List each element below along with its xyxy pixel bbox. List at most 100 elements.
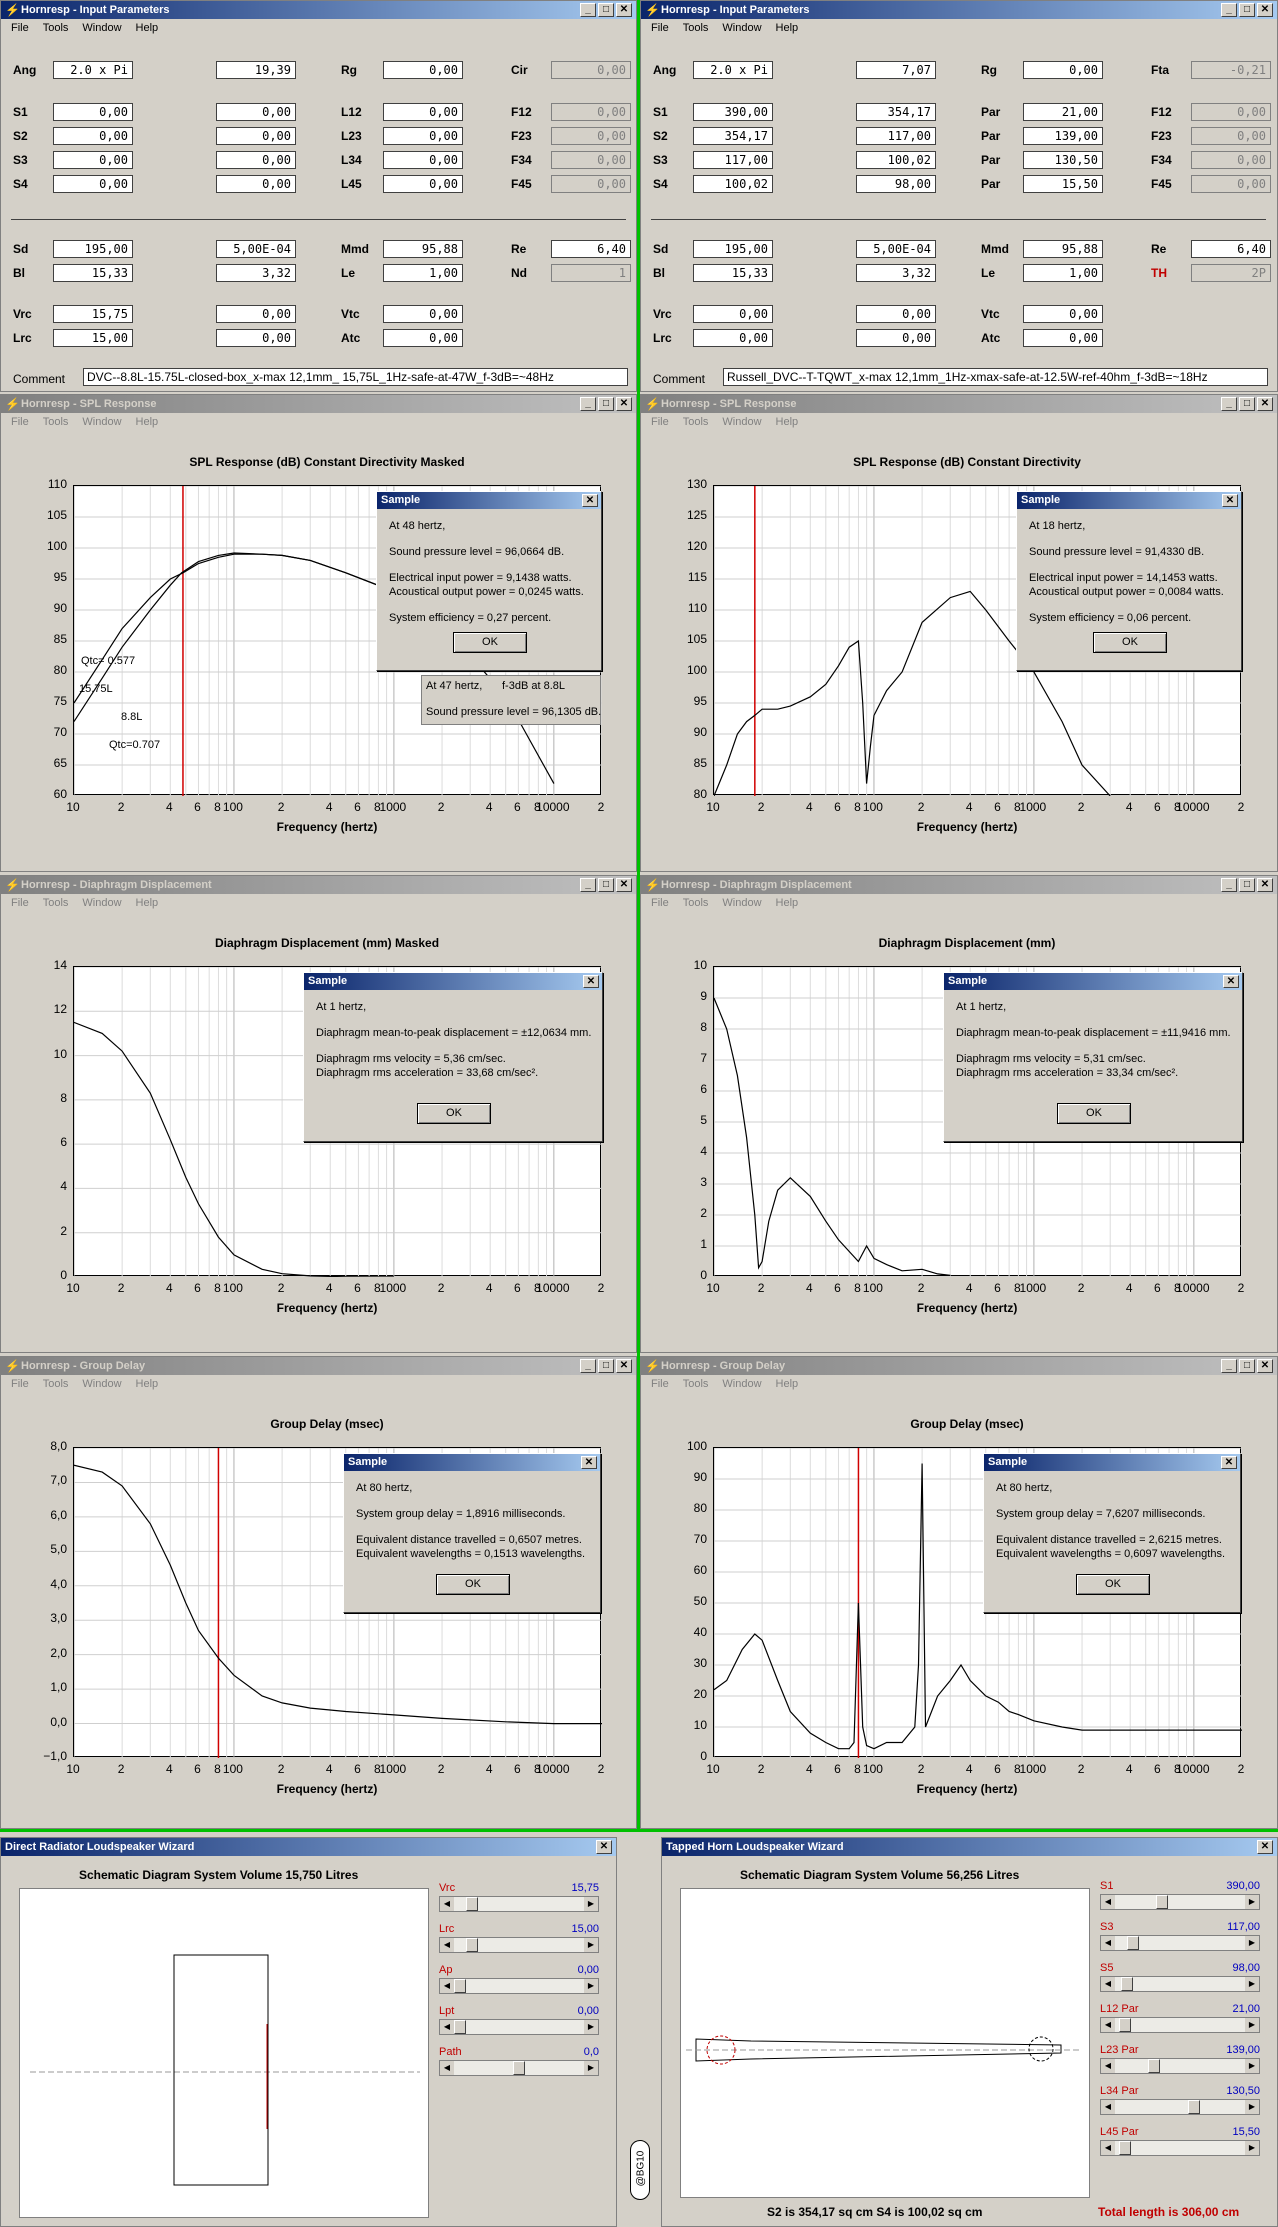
param-field[interactable]: 0,00: [551, 103, 631, 121]
maximize-icon[interactable]: □: [1239, 397, 1255, 411]
title-bar[interactable]: ⚡ Hornresp - Diaphragm Displacement _ □ ✕: [641, 876, 1277, 894]
param-field[interactable]: 0,00: [551, 175, 631, 193]
param-field[interactable]: 195,00: [53, 240, 133, 258]
arrow-left-icon[interactable]: ◀: [1101, 2018, 1115, 2032]
title-bar[interactable]: ⚡ Hornresp - SPL Response _ □ ✕: [1, 395, 636, 413]
param-field[interactable]: 0,00: [856, 305, 936, 323]
param-field[interactable]: 100,02: [856, 151, 936, 169]
slider-thumb[interactable]: [454, 1979, 466, 1993]
close-icon[interactable]: ✕: [596, 1840, 612, 1854]
slider-thumb[interactable]: [1126, 1936, 1139, 1950]
slider-track[interactable]: ◀ ▶: [439, 1896, 599, 1912]
close-icon[interactable]: ✕: [1257, 3, 1273, 17]
param-field[interactable]: 0,00: [1191, 127, 1271, 145]
param-field[interactable]: 0,00: [53, 103, 133, 121]
dialog-title-bar[interactable]: Sample ✕: [304, 973, 602, 990]
title-bar[interactable]: ⚡ Hornresp - Input Parameters _ □ ✕: [641, 1, 1277, 19]
arrow-right-icon[interactable]: ▶: [1245, 2059, 1259, 2073]
menu-window[interactable]: Window: [722, 1378, 762, 1390]
param-field[interactable]: 0,00: [216, 151, 296, 169]
arrow-left-icon[interactable]: ◀: [1101, 1895, 1115, 1909]
close-icon[interactable]: ✕: [582, 494, 598, 507]
slider-thumb[interactable]: [513, 2061, 525, 2075]
menu-window[interactable]: Window: [722, 416, 762, 428]
minimize-icon[interactable]: _: [1221, 3, 1237, 17]
title-bar[interactable]: ⚡ Hornresp - Diaphragm Displacement _ □ ✕: [1, 876, 636, 894]
maximize-icon[interactable]: □: [598, 878, 614, 892]
param-field[interactable]: 0,00: [383, 329, 463, 347]
ok-button[interactable]: OK: [417, 1103, 491, 1124]
slider-thumb[interactable]: [454, 2020, 466, 2034]
menu-file[interactable]: File: [651, 22, 669, 34]
close-icon[interactable]: ✕: [616, 878, 632, 892]
param-field[interactable]: -0,21: [1191, 61, 1271, 79]
param-field[interactable]: 390,00: [693, 103, 773, 121]
arrow-right-icon[interactable]: ▶: [584, 2061, 598, 2075]
ok-button[interactable]: OK: [1076, 1574, 1150, 1595]
close-icon[interactable]: ✕: [1221, 1456, 1237, 1469]
close-icon[interactable]: ✕: [1223, 975, 1239, 988]
minimize-icon[interactable]: _: [580, 397, 596, 411]
slider-thumb[interactable]: [1156, 1895, 1169, 1909]
param-field[interactable]: 0,00: [383, 151, 463, 169]
arrow-right-icon[interactable]: ▶: [1245, 2100, 1259, 2114]
arrow-right-icon[interactable]: ▶: [584, 1938, 598, 1952]
title-bar[interactable]: Tapped Horn Loudspeaker Wizard ✕: [662, 1838, 1277, 1856]
title-bar[interactable]: ⚡ Hornresp - SPL Response _ □ ✕: [641, 395, 1277, 413]
slider-thumb[interactable]: [465, 1938, 478, 1952]
arrow-right-icon[interactable]: ▶: [1245, 2018, 1259, 2032]
arrow-left-icon[interactable]: ◀: [440, 2020, 454, 2034]
param-field[interactable]: 98,00: [856, 175, 936, 193]
arrow-left-icon[interactable]: ◀: [440, 1897, 454, 1911]
slider-thumb[interactable]: [465, 1897, 478, 1911]
maximize-icon[interactable]: □: [598, 397, 614, 411]
slider-thumb[interactable]: [1118, 2018, 1131, 2032]
slider-track[interactable]: ◀ ▶: [439, 1978, 599, 1994]
slider-thumb[interactable]: [1148, 2059, 1161, 2073]
param-field[interactable]: 0,00: [53, 127, 133, 145]
menu-window[interactable]: Window: [82, 1378, 122, 1390]
param-field[interactable]: 15,00: [53, 329, 133, 347]
comment-field[interactable]: DVC--8.8L-15.75L-closed-box_x-max 12,1mm…: [83, 368, 628, 386]
slider-thumb[interactable]: [1118, 2141, 1131, 2155]
minimize-icon[interactable]: _: [1221, 397, 1237, 411]
dialog-title-bar[interactable]: Sample ✕: [984, 1454, 1240, 1471]
minimize-icon[interactable]: _: [1221, 878, 1237, 892]
param-field[interactable]: 21,00: [1023, 103, 1103, 121]
param-field[interactable]: 15,50: [1023, 175, 1103, 193]
minimize-icon[interactable]: _: [580, 878, 596, 892]
arrow-right-icon[interactable]: ▶: [1245, 1895, 1259, 1909]
close-icon[interactable]: ✕: [581, 1456, 597, 1469]
menu-tools[interactable]: Tools: [682, 22, 709, 34]
arrow-right-icon[interactable]: ▶: [584, 1979, 598, 1993]
param-field[interactable]: 3,32: [216, 264, 296, 282]
param-field[interactable]: 0,00: [383, 103, 463, 121]
menu-help[interactable]: Help: [775, 897, 799, 909]
dialog-title-bar[interactable]: Sample ✕: [344, 1454, 600, 1471]
param-field[interactable]: 0,00: [551, 151, 631, 169]
menu-file[interactable]: File: [651, 897, 669, 909]
slider-track[interactable]: ◀ ▶: [439, 2019, 599, 2035]
slider-thumb[interactable]: [1120, 1977, 1133, 1991]
menu-tools[interactable]: Tools: [42, 416, 69, 428]
maximize-icon[interactable]: □: [598, 3, 614, 17]
arrow-left-icon[interactable]: ◀: [1101, 2141, 1115, 2155]
maximize-icon[interactable]: □: [1239, 1359, 1255, 1373]
menu-help[interactable]: Help: [135, 897, 159, 909]
param-field[interactable]: 95,88: [383, 240, 463, 258]
close-icon[interactable]: ✕: [1222, 494, 1238, 507]
menu-window[interactable]: Window: [722, 22, 762, 34]
menu-help[interactable]: Help: [775, 1378, 799, 1390]
param-field[interactable]: 0,00: [383, 305, 463, 323]
menu-help[interactable]: Help: [135, 1378, 159, 1390]
param-field[interactable]: 0,00: [1191, 103, 1271, 121]
menu-tools[interactable]: Tools: [42, 1378, 69, 1390]
param-field[interactable]: 0,00: [856, 329, 936, 347]
menu-window[interactable]: Window: [82, 897, 122, 909]
arrow-left-icon[interactable]: ◀: [1101, 1936, 1115, 1950]
menu-file[interactable]: File: [11, 416, 29, 428]
close-icon[interactable]: ✕: [1257, 1359, 1273, 1373]
param-field[interactable]: 0,00: [216, 103, 296, 121]
param-field[interactable]: 7,07: [856, 61, 936, 79]
minimize-icon[interactable]: _: [580, 3, 596, 17]
